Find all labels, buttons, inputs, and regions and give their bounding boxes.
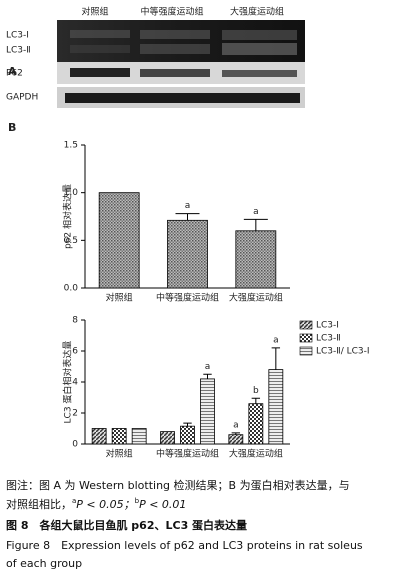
caption-sup: a bbox=[72, 497, 76, 505]
y-tick-label: 1.5 bbox=[64, 141, 78, 151]
y-axis-label: LC3 蛋白相对表达量 bbox=[62, 341, 74, 424]
column-label: 对照组 bbox=[81, 6, 108, 18]
bar bbox=[180, 425, 195, 445]
significance-label: a bbox=[185, 201, 191, 211]
legend-label: LC3-Ⅱ bbox=[316, 334, 341, 344]
legend-label: LC3-Ⅰ bbox=[316, 321, 339, 331]
band bbox=[65, 93, 300, 103]
significance-label: a bbox=[233, 420, 239, 430]
significance-label: a bbox=[273, 335, 279, 345]
row-label: P62 bbox=[6, 69, 23, 79]
y-tick-label: 0.0 bbox=[64, 284, 79, 294]
row-label: GAPDH bbox=[6, 93, 38, 103]
x-tick-label: 对照组 bbox=[106, 448, 133, 460]
error-bar bbox=[203, 373, 212, 379]
error-bar bbox=[175, 213, 200, 221]
error-bar bbox=[231, 432, 241, 435]
bar bbox=[160, 431, 175, 445]
band bbox=[70, 68, 130, 77]
band bbox=[70, 45, 130, 53]
y-tick-label: 6 bbox=[72, 347, 78, 357]
band bbox=[140, 30, 210, 39]
bar bbox=[111, 428, 127, 445]
error-bar bbox=[271, 347, 281, 370]
y-tick-label: 4 bbox=[72, 378, 78, 388]
legend-swatch bbox=[299, 333, 313, 343]
y-tick-label: 2 bbox=[72, 409, 78, 419]
band bbox=[140, 69, 210, 77]
column-label: 大强度运动组 bbox=[230, 6, 284, 18]
error-bar bbox=[183, 422, 192, 427]
y-tick-label: 0.5 bbox=[64, 236, 78, 246]
caption-text: 对照组相比， bbox=[6, 497, 72, 511]
x-tick-label: 中等强度运动组 bbox=[156, 448, 219, 460]
bar bbox=[268, 369, 284, 445]
legend-swatch bbox=[299, 320, 313, 330]
panel-label: B bbox=[8, 121, 16, 134]
y-tick-label: 1.0 bbox=[64, 188, 79, 198]
significance-label: a bbox=[205, 362, 211, 372]
y-tick-label: 8 bbox=[72, 316, 78, 326]
panel-label: A bbox=[8, 65, 17, 78]
bar bbox=[131, 428, 147, 445]
error-bar bbox=[243, 218, 268, 231]
bar bbox=[228, 434, 244, 445]
caption-note: 对照组相比，aP < 0.05；bP < 0.01 bbox=[6, 497, 186, 511]
legend-swatch bbox=[299, 346, 313, 356]
band bbox=[70, 30, 130, 38]
legend-label: LC3-Ⅱ/ LC3-Ⅰ bbox=[316, 347, 370, 357]
column-label: 中等强度运动组 bbox=[140, 6, 203, 18]
y-tick-label: 0 bbox=[72, 440, 78, 450]
blot-strip bbox=[57, 20, 305, 62]
bar bbox=[167, 219, 208, 289]
y-axis-label: p62 相对表达量 bbox=[62, 184, 74, 249]
x-tick-label: 大强度运动组 bbox=[229, 292, 283, 304]
caption-title-en: of each group bbox=[6, 557, 82, 570]
caption-text: P < 0.05； bbox=[76, 498, 134, 511]
bar bbox=[248, 403, 264, 445]
bar bbox=[98, 192, 140, 289]
caption-title-en: Figure 8 Expression levels of p62 and LC… bbox=[6, 539, 363, 552]
bar bbox=[235, 230, 277, 289]
band bbox=[222, 30, 297, 40]
caption-note: 图注：图 A 为 Western blotting 检测结果；B 为蛋白相对表达… bbox=[6, 478, 350, 492]
caption-text: P < 0.01 bbox=[139, 498, 186, 511]
row-label: LC3-Ⅰ bbox=[6, 31, 29, 41]
band bbox=[140, 44, 210, 54]
significance-label: a bbox=[253, 207, 259, 217]
row-label: LC3-Ⅱ bbox=[6, 46, 31, 56]
band bbox=[222, 43, 297, 55]
x-tick-label: 大强度运动组 bbox=[229, 448, 283, 460]
bar bbox=[200, 378, 215, 445]
caption-sup: b bbox=[135, 497, 140, 505]
error-bar bbox=[251, 397, 261, 404]
caption-title: 图 8 各组大鼠比目鱼肌 p62、LC3 蛋白表达量 bbox=[6, 518, 247, 532]
x-tick-label: 中等强度运动组 bbox=[156, 292, 219, 304]
significance-label: b bbox=[253, 386, 259, 396]
band bbox=[222, 70, 297, 77]
bar bbox=[91, 428, 107, 445]
x-tick-label: 对照组 bbox=[106, 292, 133, 304]
